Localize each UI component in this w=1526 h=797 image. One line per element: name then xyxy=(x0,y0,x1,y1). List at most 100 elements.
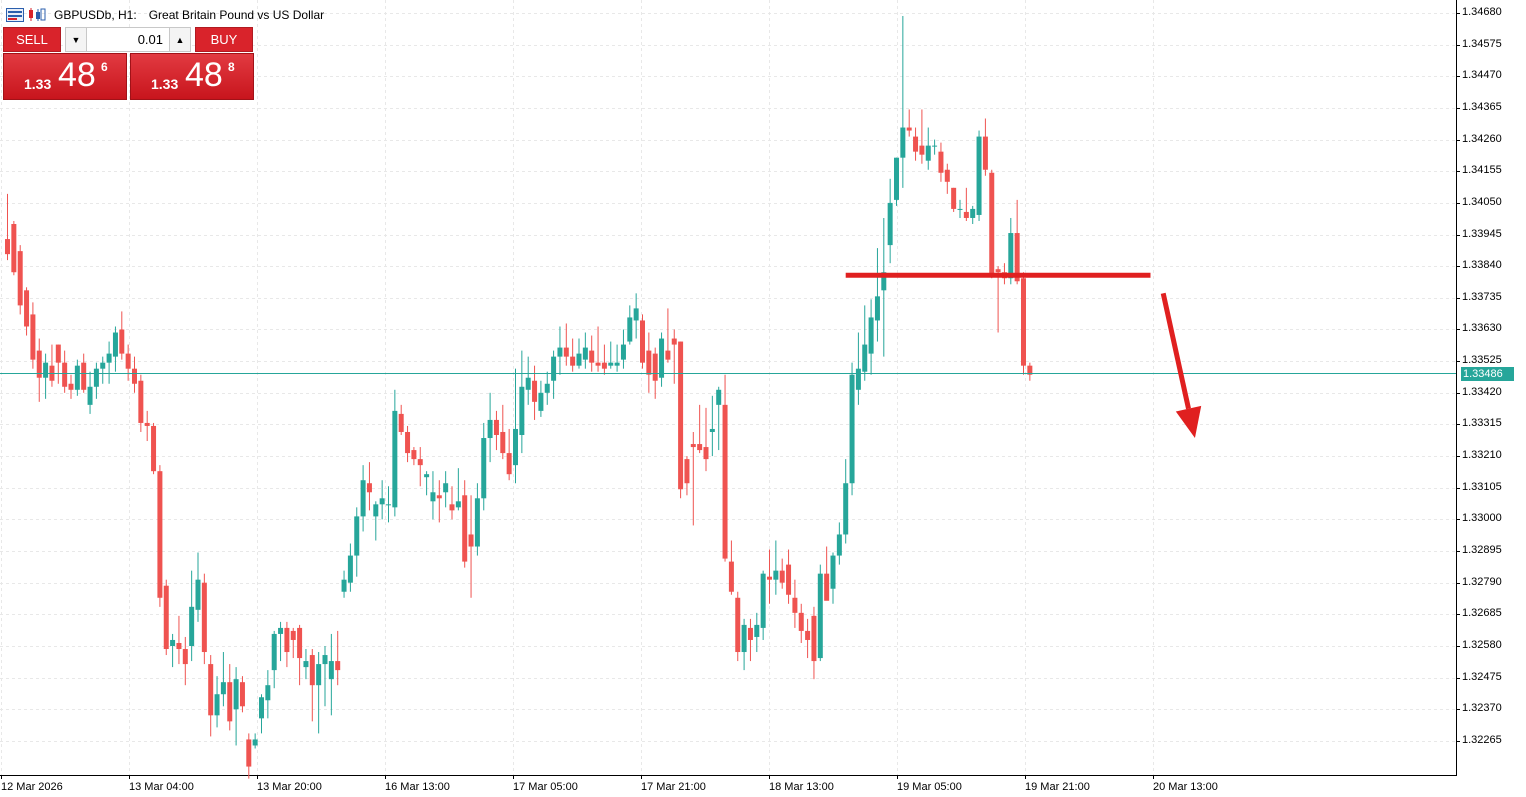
candle-body xyxy=(43,362,49,378)
arrow-shaft xyxy=(1160,292,1191,410)
candle-body xyxy=(87,386,93,405)
candle-body xyxy=(836,534,842,556)
candle-body xyxy=(646,350,652,375)
price-tick-label: 1.33420 xyxy=(1462,386,1502,398)
candle-body xyxy=(322,655,328,665)
sell-price-prefix: 1.33 xyxy=(24,76,52,92)
candle-body xyxy=(55,344,61,363)
candle-body xyxy=(506,453,512,475)
lot-decrease-button[interactable]: ▼ xyxy=(65,27,87,52)
candle-body xyxy=(278,627,284,634)
candle-body xyxy=(373,504,379,517)
price-tick-label: 1.33735 xyxy=(1462,291,1502,303)
price-tick-label: 1.33105 xyxy=(1462,481,1502,493)
candle-body xyxy=(659,338,665,378)
current-bid-label: 1.33486 xyxy=(1461,367,1514,381)
buy-price-box[interactable]: 1.33 48 8 xyxy=(130,53,254,100)
candle-body xyxy=(30,314,36,360)
price-tick-label: 1.32370 xyxy=(1462,702,1502,714)
candle-body xyxy=(81,362,87,390)
candle-body xyxy=(1014,233,1020,282)
candle-body xyxy=(963,211,969,218)
chart-window-icon[interactable] xyxy=(6,8,24,22)
candle-body xyxy=(468,534,474,547)
candle-body xyxy=(906,127,912,131)
candle-body xyxy=(900,127,906,158)
candle-body xyxy=(411,450,417,460)
candle-body xyxy=(589,350,595,363)
price-tick-label: 1.32580 xyxy=(1462,639,1502,651)
price-tick-label: 1.34365 xyxy=(1462,101,1502,113)
candle-body xyxy=(106,353,112,363)
sell-price-box[interactable]: 1.33 48 6 xyxy=(3,53,127,100)
candle-body xyxy=(1008,233,1014,279)
buy-button[interactable]: BUY xyxy=(195,27,253,52)
lot-size-input[interactable] xyxy=(87,27,169,52)
candle-body xyxy=(1021,278,1026,366)
candle-body xyxy=(424,474,430,478)
candle-body xyxy=(722,404,728,559)
symbol-timeframe: GBPUSDb, H1: xyxy=(54,8,137,22)
price-tick-label: 1.32685 xyxy=(1462,607,1502,619)
candle-body xyxy=(925,145,931,161)
price-tick-label: 1.33000 xyxy=(1462,512,1502,524)
candle-body xyxy=(582,347,588,360)
candle-body xyxy=(817,573,823,659)
time-tick-label: 19 Mar 05:00 xyxy=(897,781,962,793)
buy-price-prefix: 1.33 xyxy=(151,76,179,92)
candle-body xyxy=(417,459,423,466)
candle-body xyxy=(843,483,849,535)
candle-body xyxy=(392,410,398,508)
candle-body xyxy=(773,570,779,580)
candle-body xyxy=(811,615,817,662)
candle-body xyxy=(144,422,150,426)
candle-body xyxy=(747,627,753,640)
one-click-trading-panel: SELL ▼ ▲ BUY 1.33 48 6 1.33 48 8 xyxy=(3,27,255,101)
candle-body xyxy=(195,579,201,610)
candle-body xyxy=(328,661,334,680)
price-tick-label: 1.33210 xyxy=(1462,449,1502,461)
time-tick-label: 13 Mar 20:00 xyxy=(257,781,322,793)
candle-body xyxy=(678,341,684,490)
candle-body xyxy=(182,649,188,665)
candle-body xyxy=(462,495,468,562)
sell-button[interactable]: SELL xyxy=(3,27,61,52)
candle-body xyxy=(201,582,207,653)
candle-body xyxy=(792,597,798,613)
candle-body xyxy=(341,579,347,592)
price-tick-label: 1.34470 xyxy=(1462,69,1502,81)
symbol-description: Great Britain Pound vs US Dollar xyxy=(148,8,325,22)
price-tick-label: 1.33840 xyxy=(1462,259,1502,271)
candle-body xyxy=(443,483,449,493)
price-tick-label: 1.32475 xyxy=(1462,671,1502,683)
candle-body xyxy=(544,383,550,393)
candle-body xyxy=(62,362,68,387)
candle-body xyxy=(119,329,125,354)
candle-body xyxy=(690,444,696,448)
time-tick-label: 16 Mar 13:00 xyxy=(385,781,450,793)
candle-body xyxy=(601,362,607,369)
price-tick-label: 1.32790 xyxy=(1462,576,1502,588)
candle-body xyxy=(354,516,360,556)
price-tick-label: 1.33945 xyxy=(1462,228,1502,240)
candle-body xyxy=(265,685,271,701)
candle-body xyxy=(17,251,23,306)
lot-increase-button[interactable]: ▲ xyxy=(169,27,191,52)
candle-body xyxy=(932,145,938,147)
candle-body xyxy=(608,362,614,366)
candle-body xyxy=(913,136,919,152)
price-tick-label: 1.34155 xyxy=(1462,164,1502,176)
candle-body xyxy=(208,664,214,716)
candle-body xyxy=(513,428,518,466)
candle-body xyxy=(138,380,144,423)
candle-body xyxy=(741,624,747,653)
candle-body xyxy=(335,661,341,671)
candle-body xyxy=(620,344,626,360)
chart-type-icon[interactable] xyxy=(28,8,46,22)
triangle-down-icon: ▼ xyxy=(71,34,81,45)
candle-body xyxy=(716,389,722,405)
candle-body xyxy=(74,365,80,390)
candle-body xyxy=(627,317,633,342)
candle-body xyxy=(640,320,645,363)
